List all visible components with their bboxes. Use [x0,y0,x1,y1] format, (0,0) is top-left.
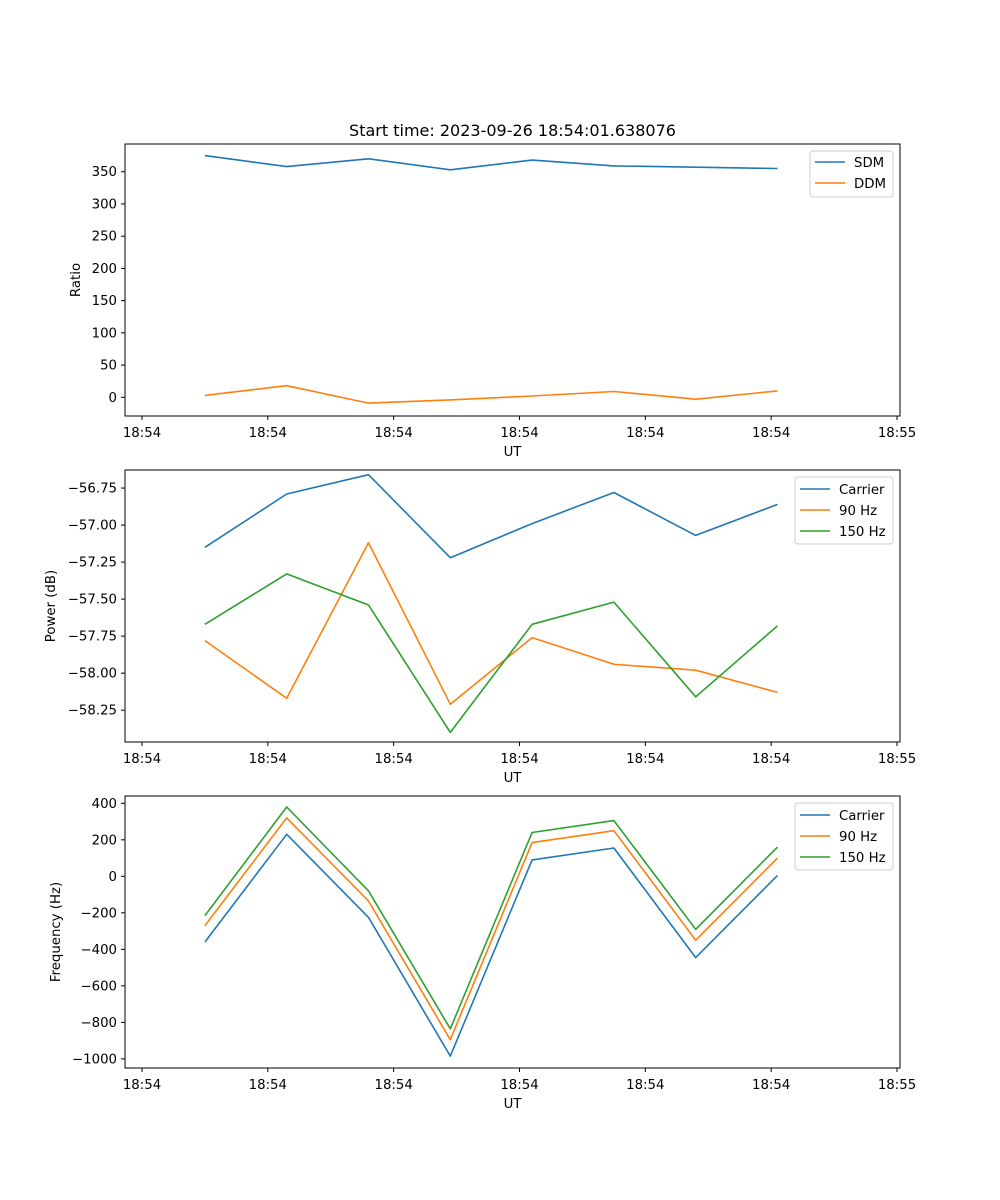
y-axis-label: Ratio [69,263,84,297]
x-axis-label: UT [504,445,523,460]
y-tick-label: −800 [80,1016,117,1031]
legend-label-carrier: Carrier [839,809,885,824]
series-line-90-hz [204,817,779,1041]
y-tick-label: −57.25 [68,556,117,571]
x-tick-label: 18:55 [878,1078,916,1093]
series-line-sdm [204,154,778,171]
legend: Carrier 90 Hz 150 Hz [794,476,894,545]
y-tick-label: −57.50 [68,593,117,608]
plot-frame [124,469,901,743]
legend-label-ddm: DDM [854,177,886,192]
y-axis-label: Power (dB) [44,570,59,642]
x-tick-label: 18:54 [375,752,413,767]
series-line-carrier [204,473,778,559]
x-tick-label: 18:54 [123,426,161,441]
legend-label-150hz: 150 Hz [839,525,886,540]
legend-box [794,476,894,545]
x-axis-ticks: 18:54 18:54 18:54 18:54 18:54 18:54 18:55 [123,742,916,767]
y-axis-ticks: −1000 −800 −600 −400 −200 0 200 400 [72,797,125,1067]
legend: SDM DDM [809,150,894,198]
y-axis-label: Frequency (Hz) [49,882,64,982]
y-tick-label: −200 [80,906,117,921]
series-line-90-hz [204,541,778,706]
x-tick-label: 18:54 [375,1078,413,1093]
legend-label-150hz: 150 Hz [839,851,886,866]
x-tick-label: 18:54 [752,426,790,441]
series-line-150-hz [204,806,779,1030]
x-tick-label: 18:54 [626,752,664,767]
y-tick-label: 200 [92,262,117,277]
x-axis-ticks: 18:54 18:54 18:54 18:54 18:54 18:54 18:55 [123,1068,916,1093]
legend-box [794,802,894,871]
y-tick-label: −58.25 [68,704,117,719]
legend: Carrier 90 Hz 150 Hz [794,802,894,871]
x-axis-label: UT [504,1097,523,1112]
x-tick-label: 18:54 [375,426,413,441]
x-tick-label: 18:54 [626,426,664,441]
power-plot: −58.25 −58.00 −57.75 −57.50 −57.25 −57.00 −56.… [44,469,916,786]
x-tick-label: 18:54 [123,752,161,767]
series-line-150-hz [204,573,779,734]
plot-frame [124,795,901,1069]
legend-label-90hz: 90 Hz [839,830,877,845]
x-tick-label: 18:54 [500,752,538,767]
y-tick-label: 0 [109,391,117,406]
x-axis-ticks: 18:54 18:54 18:54 18:54 18:54 18:54 18:55 [123,416,916,441]
legend-label-sdm: SDM [854,156,884,171]
y-tick-label: −1000 [72,1052,117,1067]
plot-frame [124,143,901,417]
y-tick-label: −400 [80,943,117,958]
x-tick-label: 18:54 [752,1078,790,1093]
x-axis-label: UT [504,771,523,786]
legend-label-90hz: 90 Hz [839,504,877,519]
chart-title: Start time: 2023-09-26 18:54:01.638076 [349,121,676,140]
series-lines [204,473,779,734]
x-tick-label: 18:54 [752,752,790,767]
series-line-ddm [204,384,778,404]
y-tick-label: 300 [92,197,117,212]
series-line-carrier [204,833,779,1057]
y-tick-label: −600 [80,979,117,994]
y-tick-label: −57.00 [68,519,117,534]
x-tick-label: 18:54 [249,752,287,767]
y-tick-label: 100 [92,326,117,341]
x-tick-label: 18:54 [626,1078,664,1093]
legend-label-carrier: Carrier [839,483,885,498]
series-lines [204,154,778,404]
y-axis-ticks: 0 50 100 150 200 250 300 350 [92,165,125,406]
x-tick-label: 18:54 [249,426,287,441]
y-tick-label: 350 [92,165,117,180]
x-tick-label: 18:54 [500,426,538,441]
y-tick-label: 250 [92,230,117,245]
y-tick-label: 400 [92,797,117,812]
x-tick-label: 18:54 [249,1078,287,1093]
x-tick-label: 18:54 [123,1078,161,1093]
y-tick-label: −56.75 [68,482,117,497]
x-tick-label: 18:55 [878,426,916,441]
y-tick-label: −58.00 [68,667,117,682]
x-tick-label: 18:54 [500,1078,538,1093]
y-tick-label: 150 [92,294,117,309]
y-tick-label: −57.75 [68,630,117,645]
series-lines [204,806,779,1057]
y-tick-label: 50 [100,359,117,374]
y-axis-ticks: −58.25 −58.00 −57.75 −57.50 −57.25 −57.00 −56.… [68,482,125,719]
x-tick-label: 18:55 [878,752,916,767]
y-tick-label: 0 [109,870,117,885]
y-tick-label: 200 [92,833,117,848]
